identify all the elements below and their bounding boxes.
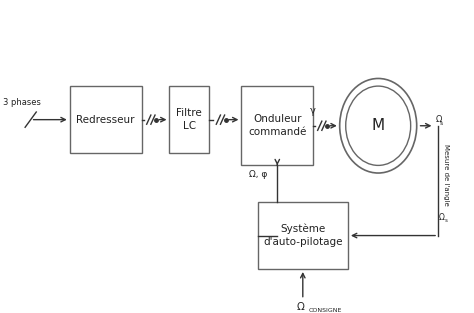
Ellipse shape: [340, 79, 417, 173]
Text: Redresseur: Redresseur: [76, 115, 135, 125]
Text: 3 phases: 3 phases: [3, 98, 41, 107]
Text: M: M: [372, 118, 385, 133]
Text: Système
d'auto-pilotage: Système d'auto-pilotage: [263, 224, 343, 247]
Text: s: s: [440, 121, 443, 126]
Text: Ω, φ: Ω, φ: [249, 170, 268, 179]
Text: Ω: Ω: [439, 213, 445, 222]
Ellipse shape: [346, 86, 410, 165]
Bar: [70, 86, 142, 153]
Text: Ω: Ω: [297, 302, 304, 312]
Text: γ: γ: [310, 105, 316, 115]
Text: Mesure de l'angle: Mesure de l'angle: [443, 144, 449, 205]
Text: Ω: Ω: [435, 115, 442, 124]
Bar: [241, 86, 313, 165]
Bar: [169, 86, 209, 153]
Text: Onduleur
commandé: Onduleur commandé: [248, 114, 307, 137]
Text: Filtre
LC: Filtre LC: [176, 108, 202, 131]
Bar: [257, 202, 348, 269]
Text: CONSIGNE: CONSIGNE: [309, 308, 342, 313]
Text: s: s: [445, 218, 448, 223]
